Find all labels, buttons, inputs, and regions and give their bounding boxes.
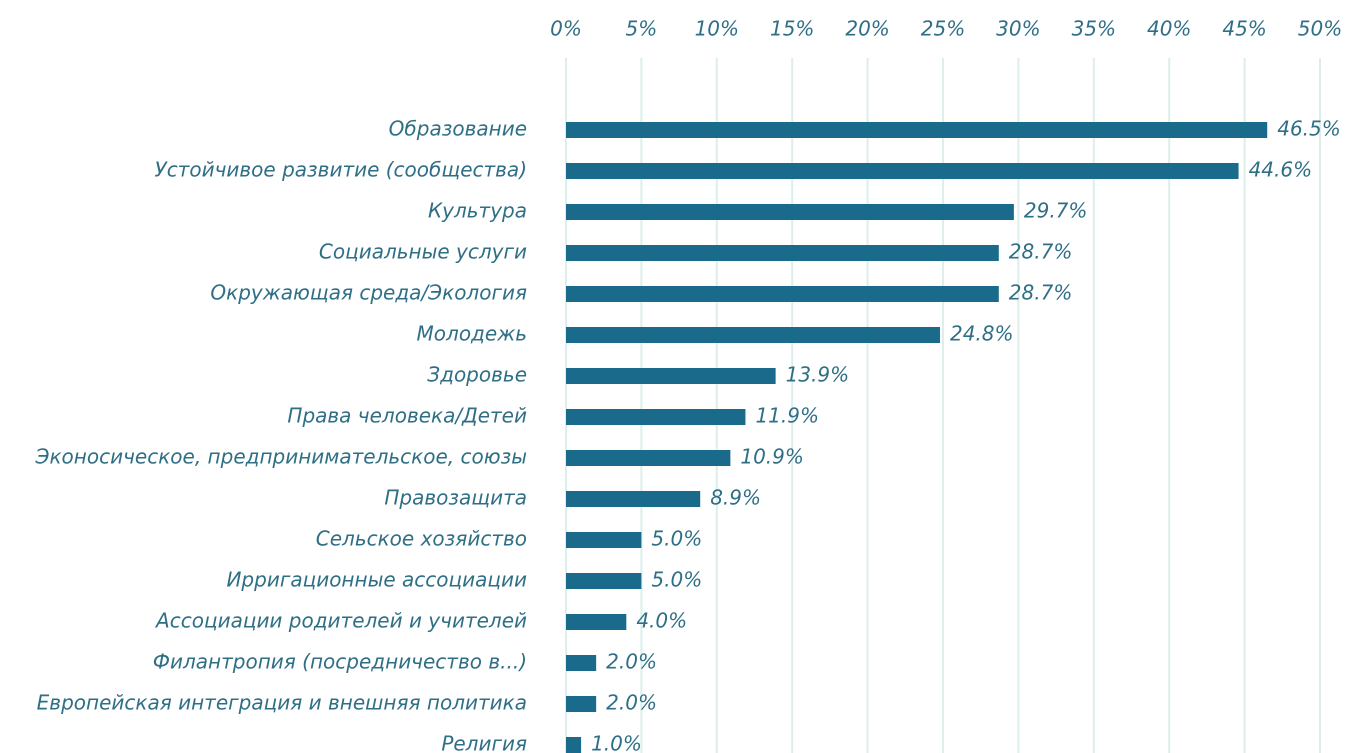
category-label: Культура: [428, 199, 527, 223]
x-tick-label: 45%: [1222, 17, 1266, 41]
category-label: Права человека/Детей: [287, 404, 527, 428]
bar: [566, 327, 940, 343]
category-label: Религия: [441, 732, 527, 753]
value-label: 2.0%: [606, 650, 657, 674]
value-label: 29.7%: [1024, 199, 1088, 223]
bar: [566, 245, 999, 261]
category-label: Эконосическое, предпринимательское, союз…: [35, 445, 527, 469]
x-tick-label: 40%: [1147, 17, 1191, 41]
category-label: Окружающая среда/Экология: [210, 281, 527, 305]
value-label: 2.0%: [606, 691, 657, 715]
value-label: 24.8%: [950, 322, 1014, 346]
bar: [566, 409, 746, 425]
x-tick-label: 15%: [770, 17, 814, 41]
bar: [566, 696, 597, 712]
x-tick-label: 0%: [550, 17, 582, 41]
category-label: Филантропия (посредничество в...): [153, 650, 527, 674]
bar: [566, 286, 999, 302]
category-label: Здоровье: [427, 363, 527, 387]
category-label: Ассоциации родителей и учителей: [154, 609, 527, 633]
category-label: Ирригационные ассоциации: [226, 568, 527, 592]
value-label: 8.9%: [710, 486, 761, 510]
bar: [566, 532, 642, 548]
x-tick-label: 20%: [845, 17, 889, 41]
bar: [566, 655, 597, 671]
value-label: 1.0%: [591, 732, 642, 753]
value-label: 44.6%: [1249, 158, 1313, 182]
category-label: Правозащита: [384, 486, 527, 510]
value-label: 28.7%: [1009, 240, 1073, 264]
category-label: Молодежь: [417, 322, 527, 346]
category-label: Устойчивое развитие (сообщества): [155, 158, 528, 182]
bar: [566, 573, 642, 589]
value-label: 4.0%: [636, 609, 687, 633]
value-label: 28.7%: [1009, 281, 1073, 305]
category-label: Европейская интеграция и внешняя политик…: [37, 691, 527, 715]
value-label: 5.0%: [651, 568, 702, 592]
x-tick-label: 25%: [921, 17, 965, 41]
value-label: 5.0%: [651, 527, 702, 551]
x-tick-label: 30%: [996, 17, 1040, 41]
x-tick-label: 5%: [626, 17, 658, 41]
bar: [566, 122, 1268, 138]
bar: [566, 614, 627, 630]
x-tick-label: 10%: [695, 17, 739, 41]
bar: [566, 163, 1239, 179]
x-tick-label: 50%: [1298, 17, 1342, 41]
value-label: 11.9%: [755, 404, 819, 428]
bar: [566, 368, 776, 384]
bar: [566, 737, 582, 753]
category-label: Образование: [389, 117, 527, 141]
value-label: 10.9%: [740, 445, 804, 469]
bar: [566, 204, 1014, 220]
x-tick-label: 35%: [1072, 17, 1116, 41]
value-label: 13.9%: [786, 363, 850, 387]
bar: [566, 491, 701, 507]
value-label: 46.5%: [1277, 117, 1341, 141]
bar: [566, 450, 731, 466]
category-label: Социальные услуги: [319, 240, 527, 264]
category-label: Сельское хозяйство: [316, 527, 527, 551]
